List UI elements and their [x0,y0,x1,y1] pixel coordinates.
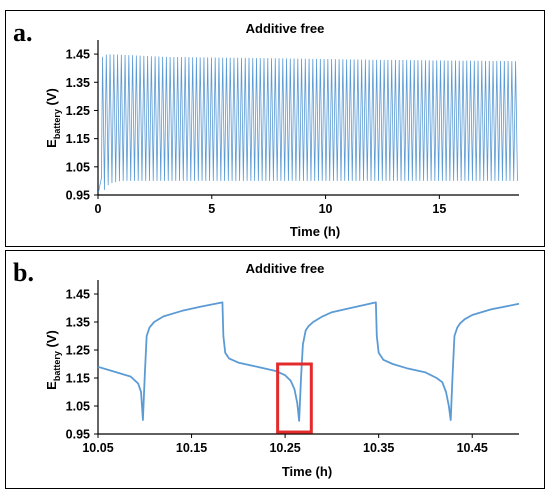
panel-b-series-line [97,301,520,422]
panel-b-y-tick-label: 1.25 [66,344,90,358]
panel-b-x-tick-label: 10.25 [269,441,300,455]
panel-b-ylabel: Ebattery (V) [44,330,62,390]
panel-a-ylabel-main: E [44,139,59,148]
panel-a-xlabel: Time (h) [290,224,340,239]
panel-a-y-tick-label: 1.15 [66,132,90,146]
panel-a-y-tick-label: 1.05 [66,160,90,174]
panel-b-xlabel: Time (h) [282,464,332,479]
panel-b-title: Additive free [246,261,325,276]
panel-a-ylabel: Ebattery (V) [44,88,62,148]
panel-b-label: b. [13,258,34,287]
panel-b-y-tick-label: 1.15 [66,372,90,386]
panel-a-y-tick-label: 1.45 [66,48,90,62]
panel-a-ylabel-unit: (V) [44,88,59,109]
panel-b-y-tick-label: 0.95 [66,428,90,442]
panel-b-frame [5,250,545,489]
panel-a-label: a. [13,18,33,47]
panel-a-series-line [98,54,518,193]
panel-b-ylabel-main: E [44,381,59,390]
highlight-box [276,362,313,434]
panel-a-frame [5,10,545,247]
panel-b-y-tick-label: 1.05 [66,400,90,414]
panel-b: b. Additive free Time (h) Ebattery (V) 0… [5,250,545,489]
panel-a-x-tick-label: 15 [432,202,446,216]
panel-a-plot: 0.95 1.05 1.15 1.25 1.35 1.45 0 5 10 15 [66,40,519,216]
panel-a-x-tick-label: 0 [95,202,102,216]
panel-a-title: Additive free [246,21,325,36]
panel-b-ylabel-unit: (V) [44,330,59,351]
panel-b-y-tick-label: 1.35 [66,316,90,330]
panel-a-y-tick-label: 1.25 [66,104,90,118]
panel-a-y-tick-label: 1.35 [66,76,90,90]
panel-b-y-tick-label: 1.45 [66,288,90,302]
panel-b-x-tick-label: 10.35 [363,441,394,455]
panel-b-ylabel-sub: battery [52,351,62,381]
panel-a: a. Additive free Time (h) Ebattery (V) 0… [5,10,545,247]
panel-b-x-tick-label: 10.45 [457,441,488,455]
panel-a-x-tick-label: 10 [319,202,333,216]
panel-b-plot: 0.95 1.05 1.15 1.25 1.35 1.45 10.05 10.15 10.25 1… [66,280,520,455]
panel-a-y-tick-label: 0.95 [66,189,90,203]
panel-a-ylabel-sub: battery [52,109,62,139]
panel-a-x-tick-label: 5 [208,202,215,216]
panel-b-x-tick-label: 10.15 [176,441,207,455]
panel-b-x-tick-label: 10.05 [82,441,113,455]
